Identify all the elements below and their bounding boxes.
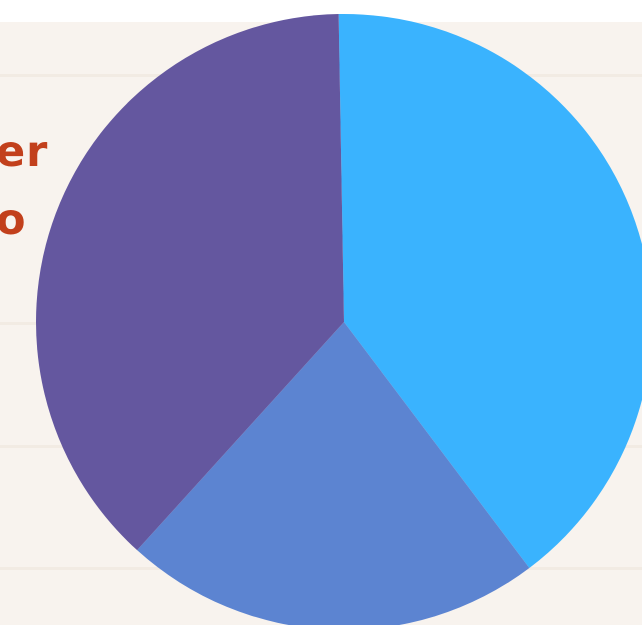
pie-slice-3	[36, 14, 344, 551]
cropped-heading-line-2: o	[0, 195, 27, 245]
cropped-heading-line-1: er	[0, 127, 49, 177]
cropped-heading: er o	[0, 118, 48, 254]
pie-slice-2	[137, 322, 530, 625]
pie-slice-1	[338, 14, 642, 568]
